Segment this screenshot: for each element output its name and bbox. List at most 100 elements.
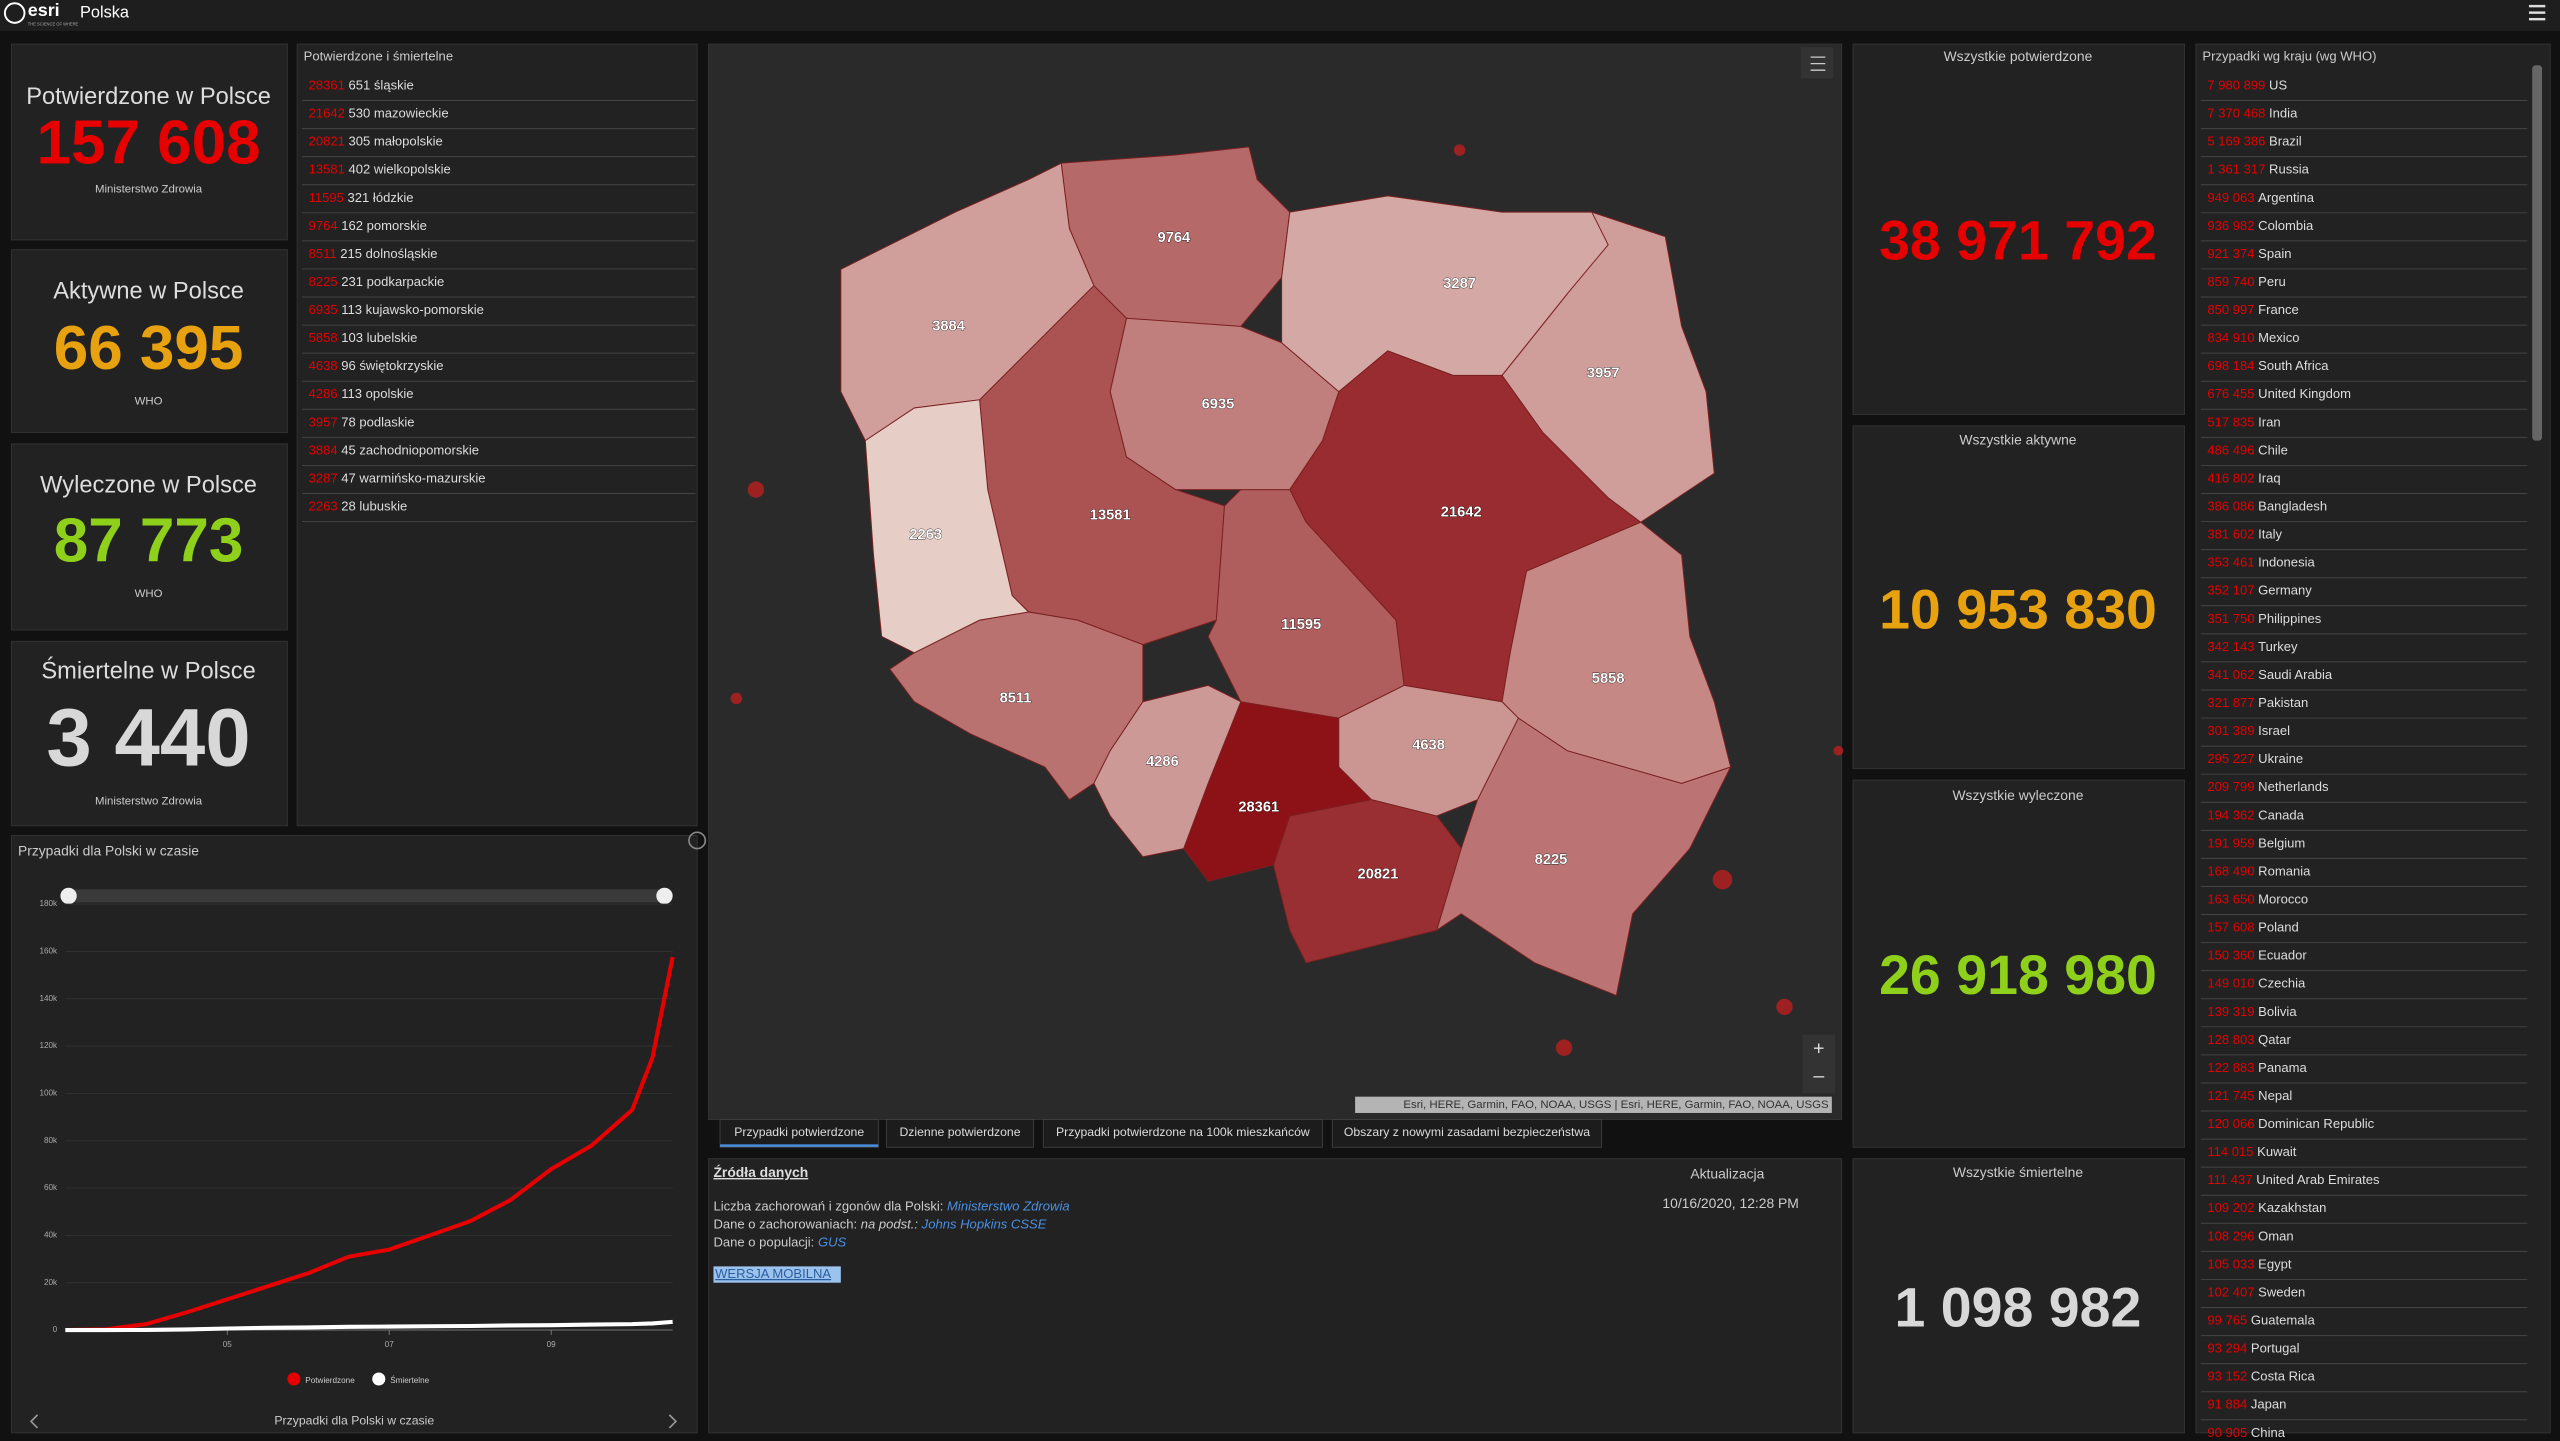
list-row: 90 905 China	[2207, 1425, 2285, 1440]
list-cell: Philippines	[2258, 611, 2322, 626]
update-value: 10/16/2020, 12:28 PM	[1662, 1195, 1798, 1211]
list-cell: 121 745	[2207, 1088, 2254, 1103]
slider-handle[interactable]	[656, 887, 673, 905]
list-cell: 194 362	[2207, 808, 2254, 823]
list-cell: 486 496	[2207, 443, 2254, 458]
list-row: 20821 305 małopolskie	[309, 134, 443, 149]
legend-icon	[1810, 56, 1826, 71]
list-row: 386 086 Bangladesh	[2207, 499, 2327, 514]
list-cell: 5 169 386	[2207, 134, 2265, 149]
tab[interactable]	[719, 1119, 879, 1148]
list-cell: 109 202	[2207, 1201, 2254, 1216]
list-row: 13581 402 wielkopolskie	[309, 162, 451, 177]
tab-label: Przypadki potwierdzone na 100k mieszkańc…	[1056, 1125, 1310, 1139]
list-row: 3287 47 warmińsko-mazurskie	[309, 471, 486, 486]
list-row: 834 910 Mexico	[2207, 331, 2299, 346]
list-row: 150 360 Ecuador	[2207, 948, 2307, 963]
list-cell: 936 982	[2207, 218, 2254, 233]
label: Dane o zachorowaniach:	[713, 1217, 860, 1232]
legend-label: Śmiertelne	[390, 1374, 429, 1385]
list-cell: śląskie	[374, 78, 414, 93]
attribution: Esri, HERE, Garmin, FAO, NOAA, USGS | Es…	[1403, 1099, 1829, 1111]
list-cell: 168 490	[2207, 864, 2254, 879]
list-cell: Qatar	[2258, 1032, 2291, 1047]
list-cell: świętokrzyskie	[359, 359, 443, 374]
list-cell: Iraq	[2258, 471, 2280, 486]
list-cell: kujawsko-pomorskie	[366, 303, 484, 318]
list-row: 120 066 Dominican Republic	[2207, 1117, 2374, 1132]
link[interactable]: GUS	[818, 1235, 847, 1250]
global-value: 26 918 980	[1879, 944, 2157, 1006]
legend-button[interactable]	[1800, 47, 1834, 79]
global-title: Wszystkie śmiertelne	[1953, 1164, 2083, 1180]
list-cell: 93 294	[2207, 1341, 2247, 1356]
list-cell: 386 086	[2207, 499, 2254, 514]
menu-icon[interactable]	[2528, 4, 2546, 21]
list-cell: 3884	[309, 443, 338, 458]
list-cell: 698 184	[2207, 359, 2254, 374]
list-cell: 163 650	[2207, 892, 2254, 907]
tab[interactable]	[1331, 1119, 1603, 1148]
list-cell: 381 602	[2207, 527, 2254, 542]
region-label: 8511	[1000, 690, 1032, 706]
list-cell: 6935	[309, 303, 338, 318]
kpi-source: Ministerstwo Zdrowia	[95, 183, 203, 195]
region-label: 13581	[1090, 508, 1131, 524]
tab[interactable]	[1042, 1119, 1323, 1148]
chart-title: Przypadki dla Polski w czasie	[18, 843, 199, 859]
list-cell: 8225	[309, 274, 338, 289]
list-row: 321 877 Pakistan	[2207, 695, 2308, 710]
scrollbar[interactable]	[2532, 65, 2543, 441]
list-row: 8511 215 dolnośląskie	[309, 246, 438, 261]
tab[interactable]	[886, 1119, 1034, 1148]
link[interactable]: Johns Hopkins CSSE	[921, 1217, 1047, 1232]
list-cell: 122 883	[2207, 1060, 2254, 1075]
legend-swatch	[372, 1372, 386, 1386]
list-cell: 108 296	[2207, 1229, 2254, 1244]
logo-globe	[3, 2, 26, 24]
region	[1338, 684, 1519, 817]
global-value: 38 971 792	[1879, 209, 2157, 271]
list-cell: Ukraine	[2258, 752, 2303, 767]
region-label: 11595	[1281, 617, 1321, 633]
label: Liczba zachorowań i zgonów dla Polski:	[713, 1199, 947, 1214]
list-cell: 321 877	[2207, 695, 2254, 710]
list-cell: 2263	[309, 499, 338, 514]
zoom-in[interactable]: +	[1813, 1038, 1824, 1060]
list-row: 4638 96 świętokrzyskie	[309, 359, 444, 374]
list-cell: 342 143	[2207, 639, 2254, 654]
list-cell: Germany	[2258, 583, 2312, 598]
list-cell: 353 461	[2207, 555, 2254, 570]
zoom-control	[1802, 1034, 1836, 1094]
tagline: THE SCIENCE OF WHERE	[28, 22, 79, 27]
global-title: Wszystkie aktywne	[1959, 431, 2076, 447]
y-tick-label: 180k	[39, 899, 58, 908]
country-bubbles	[730, 144, 1844, 1056]
list-row: 7 980 899 US	[2207, 78, 2287, 93]
list-cell: 416 802	[2207, 471, 2254, 486]
mobile-link[interactable]: WERSJA MOBILNA	[715, 1266, 831, 1281]
mobile-bg	[713, 1266, 841, 1283]
list-row: 122 883 Panama	[2207, 1060, 2307, 1075]
tab-label: Przypadki potwierdzone	[734, 1125, 864, 1139]
list-row: 698 184 South Africa	[2207, 359, 2329, 374]
countries-title: Przypadki wg kraju (wg WHO)	[2202, 49, 2376, 64]
chart-nav[interactable]	[29, 1414, 678, 1429]
list-cell: 128 803	[2207, 1032, 2254, 1047]
expand-icon[interactable]	[688, 831, 707, 850]
list-row: 111 437 United Arab Emirates	[2207, 1173, 2380, 1188]
list-row: 676 455 United Kingdom	[2207, 387, 2351, 402]
header-title: Polska	[80, 3, 130, 21]
list-cell: 96	[341, 359, 356, 374]
zoom-out[interactable]: –	[1813, 1065, 1824, 1087]
region-label: 2263	[909, 527, 942, 543]
kpi-source: Ministerstwo Zdrowia	[95, 795, 203, 807]
list-cell: 4286	[309, 387, 338, 402]
slider-handle[interactable]	[60, 887, 77, 905]
list-cell: 341 062	[2207, 667, 2254, 682]
region-label: 3287	[1443, 276, 1476, 292]
regions-title: Potwierdzone i śmiertelne	[304, 49, 453, 64]
list-cell: 191 959	[2207, 836, 2254, 851]
list-cell: US	[2269, 78, 2287, 93]
link[interactable]: Ministerstwo Zdrowia	[947, 1199, 1070, 1214]
